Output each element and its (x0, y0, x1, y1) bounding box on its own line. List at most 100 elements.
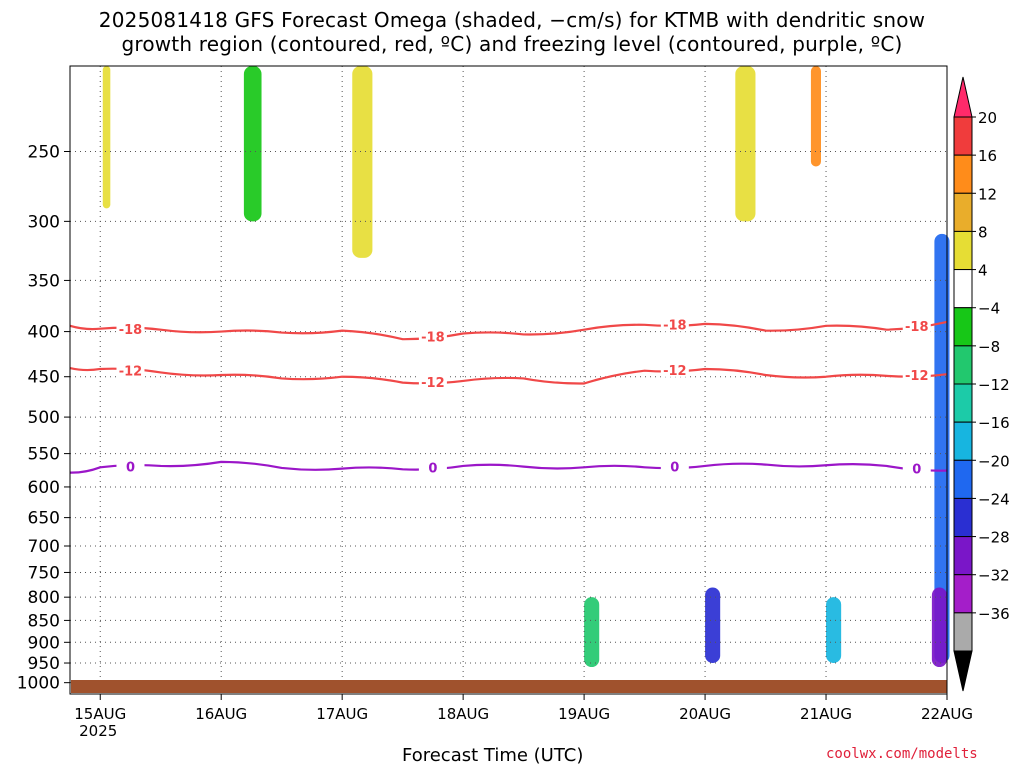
omega-region (584, 597, 600, 668)
colorbar-box (953, 116, 973, 156)
contour-label: 0 (670, 461, 679, 476)
contour-label-bg (660, 316, 689, 332)
grid-layer (70, 66, 948, 694)
y-tick-label: 700 (28, 537, 60, 557)
omega-region (931, 587, 947, 668)
colorbar-box (953, 345, 973, 385)
chart-title-line-1: 2025081418 GFS Forecast Omega (shaded, −… (98, 8, 926, 32)
omega-region (826, 597, 842, 664)
contour-label-bg (116, 362, 145, 378)
colorbar-label: −8 (978, 338, 1000, 356)
colorbar-bottom-arrow (953, 650, 973, 692)
omega-region (810, 66, 821, 167)
contour-label-bg (902, 317, 931, 333)
colorbar-box (953, 421, 973, 461)
colorbar-label: 12 (978, 185, 997, 203)
contour-layer: -18 -18 -18 -18 -12 -12 -12 -12 0 0 0 0 (69, 316, 948, 477)
contour-line (69, 460, 948, 474)
colorbar-label: −4 (978, 300, 1000, 318)
y-tick-label: 900 (28, 633, 60, 653)
omega-region (705, 587, 721, 664)
x-tick-label: 19AUG (558, 705, 610, 723)
contour-label: -18 (119, 323, 143, 338)
colorbar-label: −24 (978, 490, 1010, 508)
y-tick-label: 500 (28, 408, 60, 428)
contour-label: -12 (905, 369, 929, 384)
colorbar-box (953, 230, 973, 271)
colorbar-label: 16 (978, 147, 997, 165)
contour-label: -12 (663, 364, 687, 379)
contour-label: -18 (421, 330, 445, 345)
colorbar-box (953, 192, 973, 232)
contour-label: 0 (912, 462, 921, 477)
x-tick-label: 18AUG (437, 705, 489, 723)
x-tick-label: 16AUG (195, 705, 247, 723)
y-tick-label: 750 (28, 563, 60, 583)
contour-label-bg (418, 373, 447, 389)
colorbar-label: 8 (978, 223, 988, 241)
colorbar: 20 16 12 8 4 −4 −8 −12 −16 −20 −24 −28 −32 −36 (953, 76, 1010, 692)
y-tick-label: 550 (28, 445, 60, 465)
x-axis-label: Forecast Time (UTC) (402, 745, 584, 766)
colorbar-box (953, 154, 973, 194)
omega-shading-layer (102, 66, 950, 668)
colorbar-box (953, 459, 973, 499)
y-tick-label: 250 (28, 142, 60, 162)
colorbar-label: 4 (978, 262, 988, 280)
omega-region (243, 66, 262, 222)
omega-region (934, 233, 950, 664)
y-tick-label: 850 (28, 611, 60, 631)
y-tick-label: 400 (28, 323, 60, 343)
contour-label: 0 (126, 461, 135, 476)
contour-label-bg (116, 321, 145, 337)
contour-label-bg (660, 361, 689, 377)
contour-label-bg (660, 458, 689, 474)
contour-line (69, 367, 948, 385)
contour-label-bg (116, 458, 145, 474)
plot-frame (69, 65, 948, 695)
colorbar-label: −12 (978, 376, 1010, 394)
x-tick-label: 22AUG (921, 705, 973, 723)
colorbar-box (953, 269, 973, 309)
contour-label: -18 (905, 320, 929, 335)
contour-label: -18 (663, 318, 687, 333)
omega-region (352, 66, 373, 258)
colorbar-label: −28 (978, 529, 1010, 547)
contour-line (69, 320, 948, 341)
y-tick-label: 950 (28, 654, 60, 674)
colorbar-label: −16 (978, 414, 1010, 432)
y-tick-label: 450 (28, 368, 60, 388)
chart-title-line-2: growth region (contoured, red, ºC) and f… (121, 32, 903, 56)
x-tick-label: 20AUG (679, 705, 731, 723)
colorbar-box (953, 383, 973, 423)
chart-title: 2025081418 GFS Forecast Omega (shaded, −… (0, 8, 1024, 56)
colorbar-label: −36 (978, 605, 1010, 623)
contour-label-bg (418, 328, 447, 344)
colorbar-label: −32 (978, 567, 1010, 585)
terrain-strip (71, 680, 947, 693)
colorbar-box (953, 307, 973, 347)
omega-region (102, 66, 111, 209)
colorbar-label: 20 (978, 109, 997, 127)
y-tick-label: 350 (28, 271, 60, 291)
x-tick-label: 17AUG (316, 705, 368, 723)
colorbar-box (953, 612, 973, 652)
y-tick-label: 800 (28, 588, 60, 608)
y-tick-label: 300 (28, 212, 60, 232)
credit-link[interactable]: coolwx.com/modelts (826, 746, 978, 762)
x-tick-label: 21AUG (800, 705, 852, 723)
contour-label-bg (902, 460, 931, 476)
y-axis: 2503003504004505005506006507007508008509… (17, 142, 70, 694)
y-tick-label: 1000 (17, 674, 60, 694)
y-tick-label: 650 (28, 509, 60, 529)
contour-label-bg (902, 367, 931, 383)
contour-label: -12 (119, 365, 143, 380)
colorbar-box (953, 497, 973, 538)
contour-label: 0 (428, 462, 437, 477)
y-tick-label: 600 (28, 478, 60, 498)
colorbar-label: −20 (978, 452, 1010, 470)
omega-region (735, 66, 756, 222)
colorbar-box (953, 536, 973, 576)
